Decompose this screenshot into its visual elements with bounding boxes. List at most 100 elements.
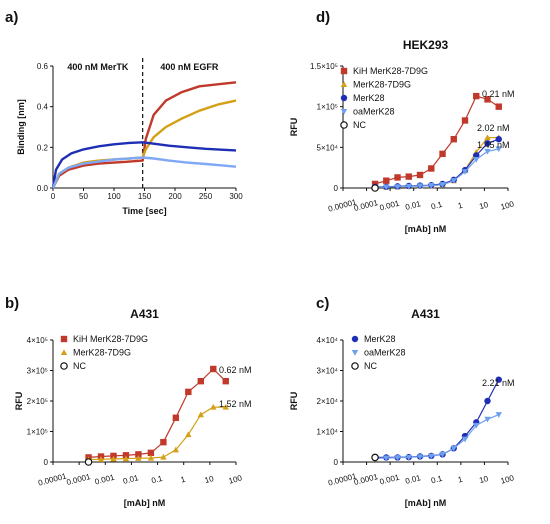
y-axis-label: Binding [nm] — [16, 99, 26, 155]
legend-marker — [340, 67, 348, 75]
series-fit-1 — [375, 414, 499, 459]
data-point — [197, 411, 204, 418]
data-point — [371, 453, 379, 462]
y-tick-label: 0.2 — [37, 143, 49, 152]
series-fit-0 — [375, 379, 500, 458]
legend-marker — [60, 362, 68, 370]
data-point — [484, 134, 491, 141]
data-point — [97, 456, 105, 462]
x-tick-label: 0.01 — [404, 199, 422, 212]
x-axis-label: [mAb] nM — [124, 498, 166, 508]
data-point — [439, 182, 446, 188]
data-point — [160, 453, 167, 460]
x-tick-label: 0.01 — [404, 473, 422, 486]
x-tick-label: 250 — [199, 192, 213, 201]
data-point — [450, 136, 457, 143]
x-axis-label: [mAb] nM — [405, 224, 447, 234]
data-point — [416, 183, 424, 190]
data-point — [405, 454, 412, 461]
ec50-label: 1.45 nM — [477, 140, 510, 150]
data-point — [135, 451, 142, 458]
x-tick-label: 0.1 — [430, 200, 444, 212]
x-tick-label: 0.0001 — [66, 472, 92, 487]
data-point — [484, 140, 491, 147]
data-point — [495, 146, 502, 153]
x-tick-label: 300 — [229, 192, 243, 201]
y-tick-label: 1.5×10⁵ — [310, 62, 338, 71]
y-tick-label: 0 — [334, 184, 339, 193]
data-point — [185, 388, 192, 396]
y-tick-label: 5×10⁴ — [317, 143, 339, 152]
x-tick-label: 10 — [204, 474, 215, 485]
data-point — [461, 117, 469, 124]
y-tick-label: 1×10⁵ — [317, 103, 338, 112]
x-tick-label: 0.1 — [150, 474, 164, 486]
x-tick-label: 200 — [168, 192, 182, 201]
data-point — [473, 156, 480, 163]
x-tick-label: 1 — [180, 475, 187, 485]
data-point — [383, 455, 390, 462]
legend-label: oaMerK28 — [364, 348, 406, 358]
chart-panel-b: b) A431 0 1×10⁵ 2×10⁵ 3×10⁵ 4×10⁵ 0.000010.0001… — [5, 295, 252, 508]
panel-letter: a) — [5, 9, 18, 26]
legend-label: NC — [364, 361, 377, 371]
series-line-2 — [51, 141, 237, 189]
y-tick-label: 3×10⁵ — [27, 367, 48, 376]
chart-title: HEK293 — [403, 38, 449, 52]
legend-label: MerK28-7D9G — [353, 80, 411, 90]
data-point — [439, 150, 446, 158]
data-point — [495, 103, 502, 110]
legend-label: MerK28 — [364, 334, 396, 344]
x-tick-label: 0.01 — [122, 473, 140, 486]
legend-label: NC — [73, 361, 86, 371]
legend-marker — [340, 108, 348, 115]
legend-label: MerK28-7D9G — [73, 348, 131, 358]
data-point — [416, 454, 424, 461]
ec50-label: 2.02 nM — [477, 123, 510, 133]
data-point — [210, 403, 217, 410]
axes — [50, 339, 237, 465]
x-tick-label: 0 — [51, 192, 56, 201]
data-point — [122, 452, 130, 459]
series-fit-0 — [88, 368, 227, 458]
data-point — [172, 446, 180, 453]
x-tick-label: 100 — [228, 473, 244, 485]
panel-letter: c) — [316, 295, 329, 312]
ec50-label: 1.52 nM — [219, 399, 252, 409]
x-tick-label: 100 — [107, 192, 121, 201]
panel-letter: d) — [316, 9, 330, 26]
series-fit-3 — [375, 148, 499, 188]
data-point — [428, 453, 435, 460]
annotation-egfr: 400 nM EGFR — [160, 62, 219, 72]
x-tick-label: 0.001 — [379, 199, 401, 213]
legend-label: NC — [353, 120, 366, 130]
x-tick-label: 10 — [478, 474, 489, 485]
legend-marker — [60, 335, 68, 343]
x-tick-label: 0.0001 — [353, 198, 379, 213]
x-tick-label: 0.0001 — [353, 472, 379, 487]
y-tick-label: 1×10⁵ — [27, 428, 48, 437]
y-tick-label: 3×10⁴ — [317, 367, 339, 376]
legend-marker — [351, 362, 359, 370]
series-line-3 — [51, 156, 237, 189]
annotation-mertk: 400 nM MerTK — [67, 62, 129, 72]
data-point — [394, 455, 401, 461]
x-axis-label: Time [sec] — [122, 206, 166, 216]
data-point — [405, 173, 412, 180]
data-point — [110, 455, 117, 462]
data-point — [147, 449, 155, 457]
x-tick-label: 0.001 — [379, 473, 401, 487]
data-point — [160, 438, 167, 446]
y-tick-label: 0 — [44, 458, 49, 467]
chart-panel-c: c)A43101×10⁴2×10⁴3×10⁴4×10⁴0.000010.0001… — [289, 295, 515, 508]
y-tick-label: 4×10⁴ — [317, 336, 339, 345]
legend-marker — [351, 335, 359, 343]
data-point — [484, 397, 491, 405]
data-point — [428, 183, 435, 189]
axes — [340, 339, 509, 465]
data-point — [394, 174, 401, 181]
ec50-label: 0.21 nM — [482, 89, 515, 99]
x-tick-label: 50 — [79, 192, 88, 201]
y-tick-label: 2×10⁵ — [27, 397, 48, 406]
